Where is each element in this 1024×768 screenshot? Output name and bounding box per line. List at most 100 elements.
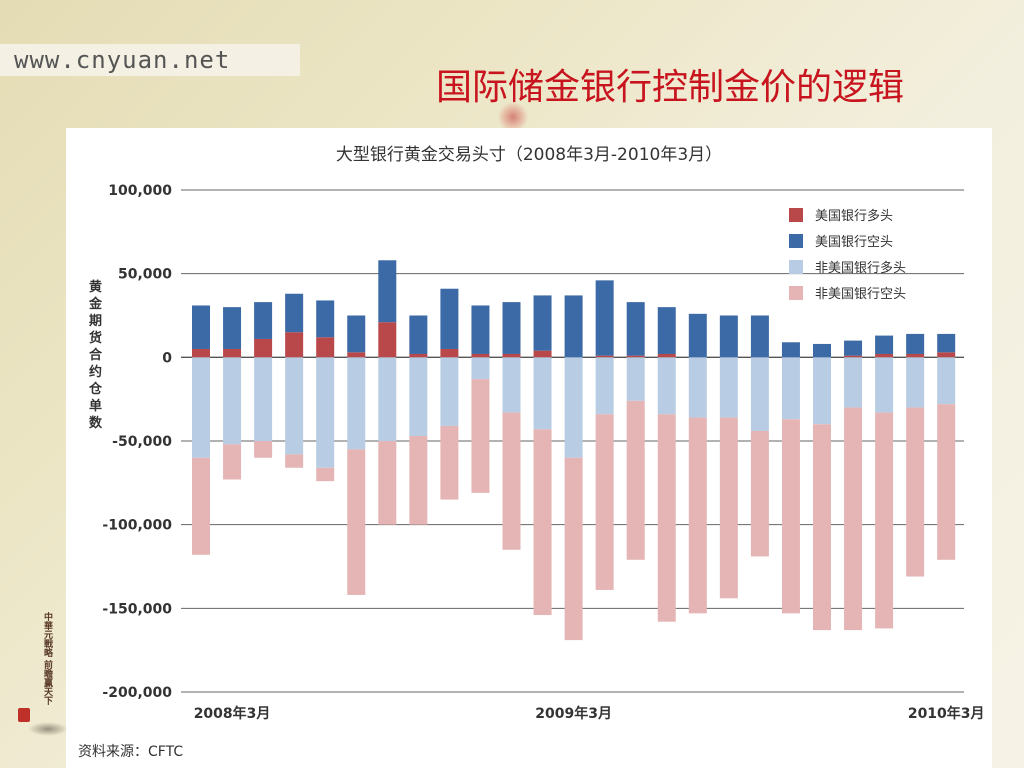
bar-segment bbox=[750, 315, 769, 358]
legend-swatch bbox=[789, 208, 803, 222]
bar-segment bbox=[906, 353, 925, 358]
legend-label: 美国银行多头 bbox=[815, 208, 893, 224]
bar-segment bbox=[192, 348, 210, 358]
y-tick-label: -50,000 bbox=[112, 434, 172, 450]
site-url[interactable]: www.cnyuan.net bbox=[0, 44, 300, 76]
bar-segment bbox=[440, 288, 459, 349]
bar-segment bbox=[657, 414, 676, 622]
bar-segment bbox=[937, 357, 956, 405]
bar-segment bbox=[750, 430, 769, 557]
bar-segment bbox=[844, 355, 863, 358]
chart-title: 大型银行黄金交易头寸（2008年3月-2010年3月） bbox=[336, 145, 722, 165]
slide-title: 国际储金银行控制金价的逻辑 bbox=[435, 67, 904, 108]
bar-segment bbox=[409, 353, 428, 358]
bar-segment bbox=[192, 305, 210, 349]
bar-segment bbox=[471, 357, 490, 380]
bar-segment bbox=[471, 379, 490, 493]
bar-segment bbox=[533, 295, 552, 351]
legend-swatch bbox=[789, 286, 803, 300]
bar-segment bbox=[844, 407, 863, 631]
bar-segment bbox=[937, 333, 956, 353]
bar-segment bbox=[657, 357, 676, 415]
axis-layer: 100,000 50,000 0 -50,000 -100,000 -150,000 -20… bbox=[102, 183, 984, 722]
source-note: 资料来源：CFTC bbox=[78, 744, 183, 760]
bar-segment bbox=[875, 357, 894, 413]
bar-segment bbox=[595, 280, 614, 356]
bar-segment bbox=[347, 315, 366, 353]
bar-segment bbox=[347, 449, 366, 595]
bar-segment bbox=[502, 412, 521, 550]
bar-segment bbox=[626, 400, 645, 560]
x-tick-label: 2008年3月 bbox=[194, 705, 271, 722]
y-tick-label: 0 bbox=[162, 350, 172, 366]
brand-seal: 中華元戰略 前瞻赢天下 bbox=[12, 612, 52, 724]
bar-segment bbox=[937, 404, 956, 560]
bar-segment bbox=[285, 293, 304, 333]
bar-segment bbox=[316, 467, 335, 482]
bar-segment bbox=[316, 357, 335, 468]
title-decoration-dot bbox=[498, 102, 528, 132]
chart-svg: 大型银行黄金交易头寸（2008年3月-2010年3月） 100,000 50,00… bbox=[78, 145, 985, 760]
chart-panel: 大型银行黄金交易头寸（2008年3月-2010年3月） 100,000 50,00… bbox=[66, 128, 992, 768]
legend-swatch bbox=[789, 234, 803, 248]
bar-segment bbox=[316, 300, 335, 338]
bar-segment bbox=[378, 260, 397, 323]
bar-segment bbox=[471, 353, 490, 358]
bar-segment bbox=[347, 352, 366, 358]
bar-segment bbox=[223, 307, 242, 349]
bar-segment bbox=[595, 355, 614, 358]
bar-segment bbox=[471, 305, 490, 354]
bar-segment bbox=[378, 322, 397, 358]
bar-segment bbox=[937, 352, 956, 358]
bar-segment bbox=[254, 441, 273, 458]
bar-segment bbox=[688, 417, 707, 614]
bar-segment bbox=[719, 315, 738, 358]
bar-segment bbox=[626, 355, 645, 358]
bar-segment bbox=[533, 357, 552, 430]
bar-segment bbox=[440, 348, 459, 358]
bar-segment bbox=[564, 295, 583, 358]
y-tick-label: -200,000 bbox=[102, 685, 172, 701]
bar-segment bbox=[719, 417, 738, 599]
seal-stamp-icon bbox=[18, 708, 30, 722]
bar-segment bbox=[626, 302, 645, 356]
bar-segment bbox=[906, 407, 925, 577]
bar-segment bbox=[750, 357, 769, 431]
bar-segment bbox=[502, 357, 521, 413]
bar-segment bbox=[192, 457, 210, 555]
bar-segment bbox=[657, 307, 676, 354]
bar-segment bbox=[223, 348, 242, 358]
bar-segment bbox=[409, 357, 428, 436]
bar-segment bbox=[688, 313, 707, 358]
x-tick-label: 2010年3月 bbox=[908, 705, 985, 722]
bar-segment bbox=[875, 353, 894, 358]
bar-segment bbox=[192, 357, 210, 458]
bar-segment bbox=[285, 454, 304, 468]
legend-label: 非美国银行多头 bbox=[815, 260, 906, 276]
bar-segment bbox=[347, 357, 366, 450]
bar-segment bbox=[844, 357, 863, 408]
bar-segment bbox=[781, 419, 800, 614]
bar-segment bbox=[906, 333, 925, 354]
bar-segment bbox=[564, 357, 583, 458]
bar-segment bbox=[906, 357, 925, 408]
bar-segment bbox=[223, 444, 242, 480]
bar-segment bbox=[409, 315, 428, 354]
y-tick-label: -100,000 bbox=[102, 518, 172, 534]
bar-segment bbox=[626, 357, 645, 401]
bar-segment bbox=[595, 414, 614, 590]
y-tick-label: 50,000 bbox=[118, 267, 172, 283]
bar-segment bbox=[502, 353, 521, 358]
bar-segment bbox=[844, 340, 863, 356]
bar-segment bbox=[813, 424, 831, 631]
seal-text: 中華元戰略 前瞻赢天下 bbox=[42, 612, 52, 706]
y-tick-label: -150,000 bbox=[102, 601, 172, 617]
bar-segment bbox=[781, 357, 800, 420]
bar-segment bbox=[813, 357, 831, 425]
y-axis-label: 黄金期货合约仓单数 bbox=[88, 279, 103, 431]
bar-segment bbox=[781, 342, 800, 358]
bar-segment bbox=[813, 343, 831, 358]
bar-segment bbox=[409, 435, 428, 525]
bars-layer bbox=[192, 260, 956, 641]
